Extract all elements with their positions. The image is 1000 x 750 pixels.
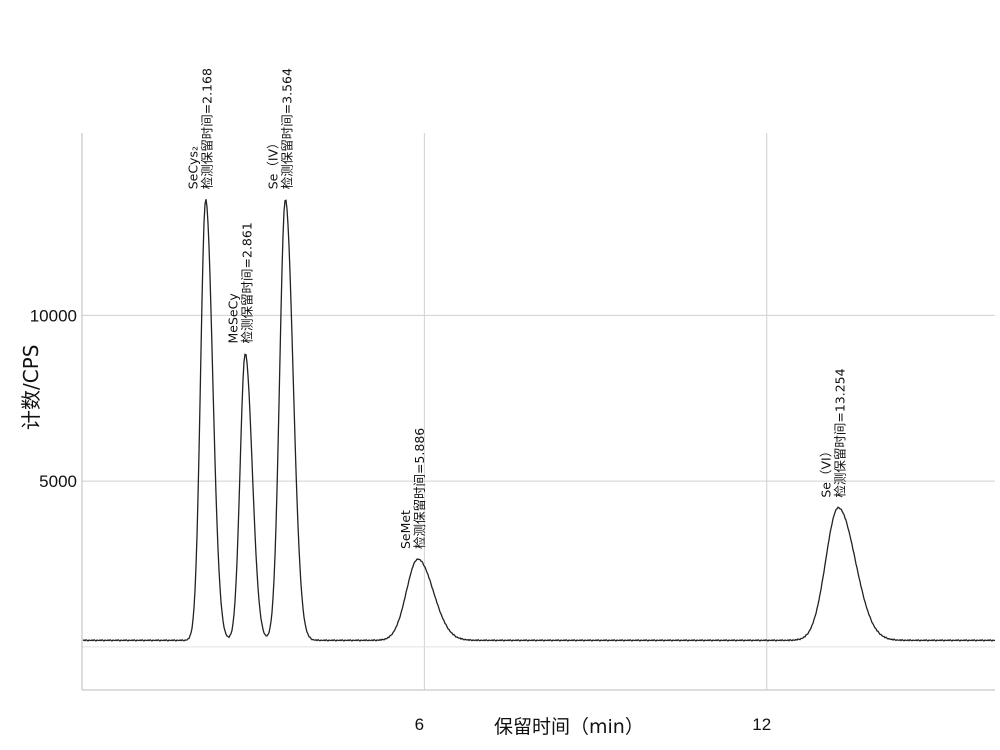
y-axis-label: 计数/CPS — [19, 345, 43, 430]
y-tick-label: 10000 — [30, 306, 77, 325]
chromatogram-trace — [82, 199, 996, 642]
peak-name: MeSeCy — [225, 293, 240, 344]
x-tick-label: 12 — [752, 715, 771, 734]
peak-label-layer: SeCys₂ 检测保留时间=2.168 MeSeCy 检测保留时间=2.861 Se（I… — [186, 68, 848, 549]
peak-retention-label: 检测保留时间=2.861 — [239, 222, 254, 343]
x-tick-label: 6 — [415, 715, 424, 734]
peak-annotation: MeSeCy 检测保留时间=2.861 — [225, 222, 254, 343]
peak-retention-label: 检测保留时间=5.886 — [412, 428, 427, 549]
peak-name: SeMet — [398, 510, 413, 549]
peak-annotation: SeCys₂ 检测保留时间=2.168 — [186, 68, 215, 189]
axes-layer — [81, 133, 995, 691]
grid-layer — [82, 133, 995, 690]
peak-name: Se（VI） — [818, 445, 833, 498]
x-axis-label: 保留时间（min） — [494, 716, 644, 738]
y-tick-label: 5000 — [39, 472, 77, 491]
peak-name: SeCys₂ — [186, 146, 201, 189]
peak-retention-label: 检测保留时间=13.254 — [832, 368, 847, 497]
peak-annotation: Se（IV） 检测保留时间=3.564 — [265, 68, 294, 189]
peak-name: Se（IV） — [265, 136, 280, 189]
peak-retention-label: 检测保留时间=3.564 — [279, 68, 294, 189]
peak-annotation: Se（VI） 检测保留时间=13.254 — [818, 368, 847, 497]
peak-retention-label: 检测保留时间=2.168 — [200, 68, 215, 189]
peak-annotation: SeMet 检测保留时间=5.886 — [398, 428, 427, 549]
tick-layer: 6 12 10000 5000 — [30, 306, 771, 734]
